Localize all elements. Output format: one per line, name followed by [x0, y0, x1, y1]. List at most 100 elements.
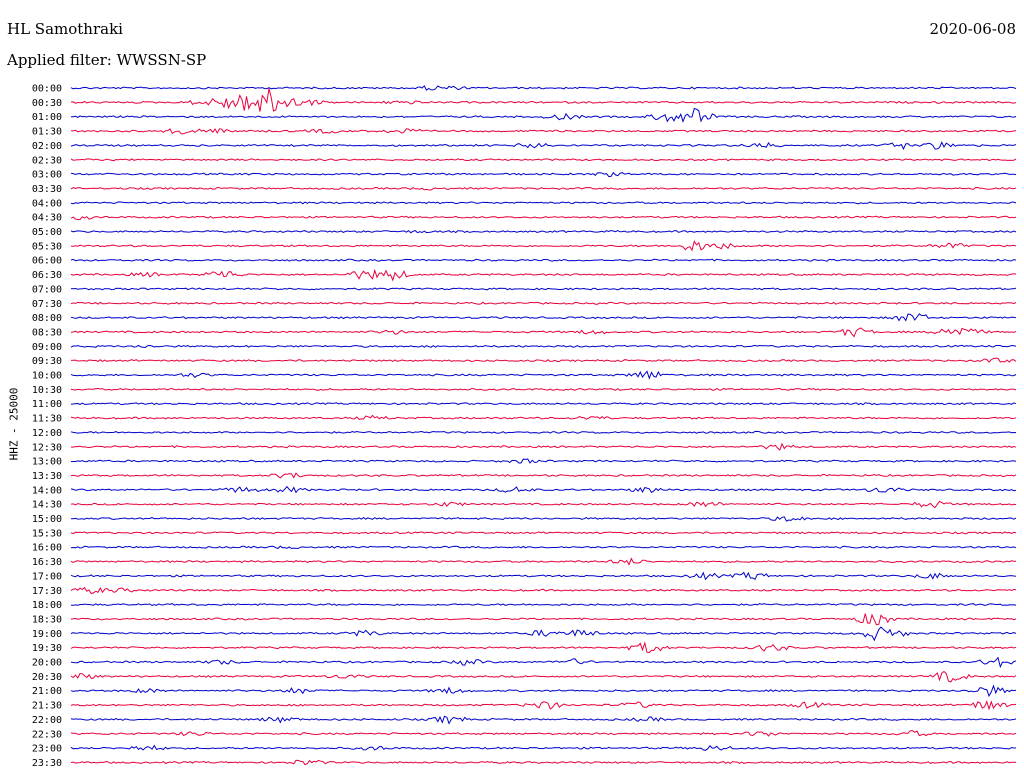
row-label-1230: 12:30 — [32, 442, 62, 453]
trace-1300 — [70, 458, 1017, 464]
row-label-1200: 12:00 — [32, 428, 62, 439]
trace-0600 — [70, 258, 1017, 262]
row-label-1530: 15:30 — [32, 528, 62, 539]
row-label-2330: 23:30 — [32, 758, 62, 769]
row-label-2030: 20:30 — [32, 672, 62, 683]
row-label-0000: 00:00 — [32, 84, 62, 95]
row-label-1400: 14:00 — [32, 485, 62, 496]
record-date: 2020-06-08 — [929, 20, 1016, 38]
trace-0330 — [70, 186, 1017, 191]
trace-2230 — [70, 730, 1017, 737]
row-label-0030: 00:30 — [32, 98, 62, 109]
row-label-0630: 06:30 — [32, 270, 62, 281]
row-label-1730: 17:30 — [32, 586, 62, 597]
row-label-0700: 07:00 — [32, 284, 62, 295]
trace-2130 — [70, 700, 1017, 711]
trace-0530 — [70, 240, 1017, 252]
trace-1500 — [70, 516, 1017, 522]
row-label-1630: 16:30 — [32, 557, 62, 568]
row-label-1130: 11:30 — [32, 414, 62, 425]
row-label-1430: 14:30 — [32, 500, 62, 511]
row-label-1830: 18:30 — [32, 614, 62, 625]
trace-0630 — [70, 268, 1017, 282]
applied-filter: Applied filter: WWSSN-SP — [7, 51, 207, 69]
row-label-1000: 10:00 — [32, 371, 62, 382]
trace-0430 — [70, 215, 1017, 221]
row-label-0300: 03:00 — [32, 170, 62, 181]
trace-0200 — [70, 141, 1017, 151]
row-label-1030: 10:30 — [32, 385, 62, 396]
trace-1730 — [70, 586, 1017, 595]
trace-0000 — [70, 85, 1017, 91]
trace-0500 — [70, 229, 1017, 234]
row-label-0430: 04:30 — [32, 213, 62, 224]
row-label-2000: 20:00 — [32, 658, 62, 669]
trace-0300 — [70, 171, 1017, 178]
row-label-0330: 03:30 — [32, 184, 62, 195]
trace-0830 — [70, 327, 1017, 338]
trace-0030 — [70, 88, 1017, 112]
trace-1930 — [70, 641, 1017, 654]
row-label-0830: 08:30 — [32, 327, 62, 338]
row-label-2200: 22:00 — [32, 715, 62, 726]
trace-1800 — [71, 603, 1017, 606]
trace-1100 — [70, 402, 1017, 406]
trace-2300 — [70, 744, 1016, 751]
trace-0930 — [70, 357, 1017, 363]
trace-1700 — [70, 571, 1017, 581]
trace-2030 — [70, 670, 1017, 683]
row-label-0730: 07:30 — [32, 299, 62, 310]
row-label-1800: 18:00 — [32, 600, 62, 611]
row-label-0800: 08:00 — [32, 313, 62, 324]
trace-1430 — [70, 500, 1017, 509]
trace-0100 — [71, 107, 1017, 124]
row-label-1500: 15:00 — [32, 514, 62, 525]
row-label-0600: 06:00 — [32, 256, 62, 267]
trace-0730 — [70, 301, 1017, 305]
trace-1330 — [70, 472, 1017, 479]
row-label-2300: 23:00 — [32, 744, 62, 755]
row-label-0500: 05:00 — [32, 227, 62, 238]
row-label-1900: 19:00 — [32, 629, 62, 640]
trace-1900 — [70, 626, 1017, 642]
row-label-1930: 19:30 — [32, 643, 62, 654]
trace-1030 — [70, 387, 1017, 391]
row-label-1300: 13:00 — [32, 457, 62, 468]
trace-0130 — [70, 128, 1017, 135]
row-label-1700: 17:00 — [32, 571, 62, 582]
trace-1200 — [70, 430, 1017, 434]
trace-1530 — [70, 531, 1017, 535]
row-label-0230: 02:30 — [32, 155, 62, 166]
trace-0900 — [70, 344, 1017, 349]
trace-0230 — [70, 158, 1017, 162]
trace-2200 — [70, 715, 1017, 725]
row-label-0100: 01:00 — [32, 112, 62, 123]
trace-1630 — [70, 557, 1016, 566]
row-label-0200: 02:00 — [32, 141, 62, 152]
row-label-2100: 21:00 — [32, 686, 62, 697]
row-label-2230: 22:30 — [32, 729, 62, 740]
trace-1000 — [70, 370, 1017, 380]
trace-0700 — [70, 287, 1017, 291]
row-label-0400: 04:00 — [32, 198, 62, 209]
row-label-1100: 11:00 — [32, 399, 62, 410]
trace-2100 — [70, 684, 1017, 698]
row-label-0530: 05:30 — [32, 241, 62, 252]
station-name: HL Samothraki — [7, 20, 123, 38]
trace-2000 — [70, 656, 1017, 669]
trace-1600 — [70, 545, 1017, 550]
trace-0400 — [70, 201, 1017, 205]
trace-1230 — [70, 442, 1017, 451]
trace-1830 — [70, 613, 1017, 626]
row-label-0930: 09:30 — [32, 356, 62, 367]
row-label-0130: 01:30 — [32, 127, 62, 138]
trace-0800 — [70, 313, 1017, 322]
row-label-0900: 09:00 — [32, 342, 62, 353]
trace-1400 — [70, 485, 1017, 494]
row-label-1330: 13:30 — [32, 471, 62, 482]
trace-1130 — [70, 414, 1017, 420]
row-label-1600: 16:00 — [32, 543, 62, 554]
row-label-2130: 21:30 — [32, 701, 62, 712]
trace-2330 — [70, 759, 1017, 766]
